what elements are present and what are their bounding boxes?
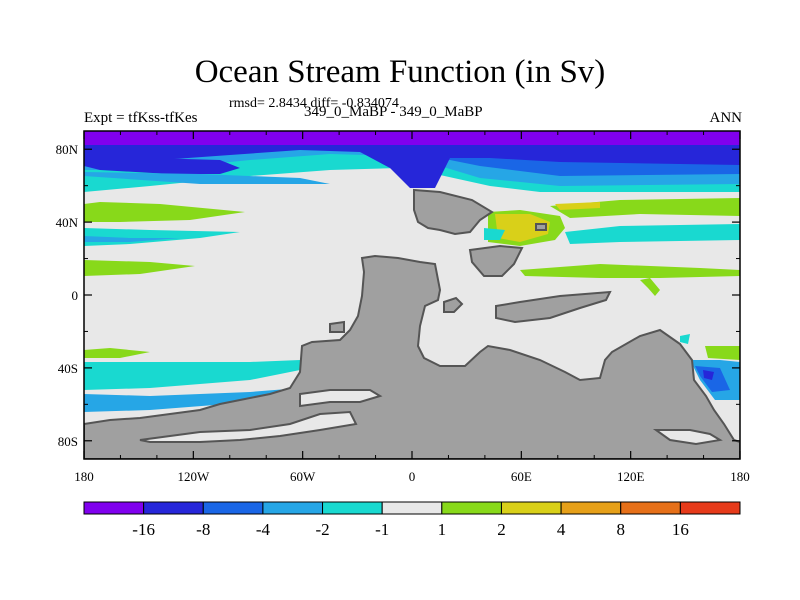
land-island-2 — [535, 223, 547, 231]
band-south-green — [84, 348, 150, 358]
colorbar-swatch — [381, 501, 443, 515]
x-tick-label: 60W — [290, 469, 316, 484]
x-tick-label: 180 — [74, 469, 94, 484]
inner-water — [139, 389, 723, 446]
colorbar: -16 -8 -4 -2 -1 1 2 4 8 16 — [83, 501, 741, 539]
colorbar-swatch — [560, 501, 622, 515]
y-tick-label: 40S — [58, 361, 78, 376]
colorbar-swatch — [143, 501, 204, 515]
land-main-continent — [84, 254, 740, 459]
band-north-darkblue — [84, 138, 740, 188]
x-tick-label: 120W — [177, 469, 210, 484]
band-south-cyan — [84, 360, 300, 390]
colorbar-swatch — [202, 501, 264, 515]
y-tick-label: 80N — [56, 142, 79, 157]
band-east-yellow-2 — [555, 202, 600, 210]
x-tick-label: 120E — [617, 469, 645, 484]
band-south-cyan-2 — [680, 334, 690, 344]
chart-title: Ocean Stream Function (in Sv) — [194, 54, 606, 90]
colorbar-swatch — [83, 501, 145, 515]
x-tick-label: 60E — [511, 469, 532, 484]
colorbar-label: 4 — [557, 520, 566, 539]
band-north-darkblue-2 — [84, 158, 240, 174]
colorbar-swatch — [322, 501, 383, 515]
band-south-lightblue — [84, 388, 300, 412]
band-east-cyan-2 — [565, 224, 740, 244]
band-west-green-2 — [84, 260, 195, 276]
x-axis-ticks: 180 120W 60W 0 60E 120E 180 — [74, 131, 750, 484]
colorbar-label: -1 — [375, 520, 389, 539]
land-north-continent — [413, 188, 494, 236]
colorbar-label: 2 — [497, 520, 506, 539]
case-label: 349_0_MaBP - 349_0_MaBP — [304, 104, 483, 120]
x-tick-label: 0 — [409, 469, 416, 484]
y-tick-label: 80S — [58, 434, 78, 449]
colorbar-swatch — [441, 501, 502, 515]
colorbar-label: 8 — [616, 520, 625, 539]
colorbar-label: 1 — [438, 520, 447, 539]
colorbar-label: -16 — [132, 520, 155, 539]
land-masses — [84, 188, 740, 459]
map-field — [84, 131, 740, 459]
land-east-peninsula — [495, 290, 612, 324]
inner-sea-south — [299, 389, 383, 408]
colorbar-swatch — [500, 501, 562, 515]
inner-sea-east — [652, 429, 723, 446]
stats-label: rmsd= 2.8434 diff= -0.834074 — [229, 96, 399, 111]
colorbar-label: 16 — [672, 520, 689, 539]
band-north-lightblue-2 — [84, 172, 330, 184]
y-tick-label: 40N — [56, 215, 79, 230]
land-small-island-1 — [443, 296, 464, 313]
colorbar-swatch — [620, 501, 681, 515]
band-east-green-4 — [640, 278, 660, 296]
colorbar-label: -2 — [315, 520, 329, 539]
colorbar-swatch — [262, 501, 324, 515]
band-west-green-1 — [84, 202, 245, 222]
y-tick-label: 0 — [72, 288, 79, 303]
band-south-green-2 — [705, 346, 740, 360]
band-west-lightblue-1 — [84, 236, 180, 242]
band-south-darkblue — [703, 370, 714, 380]
x-tick-label: 180 — [730, 469, 750, 484]
band-east-yellow-1 — [495, 214, 550, 242]
band-east-green-3 — [520, 264, 740, 278]
land-west-islands — [329, 320, 345, 333]
colorbar-swatch — [679, 501, 741, 515]
experiment-label: Expt = tfKss-tfKes — [84, 110, 198, 126]
band-east-cyan-1 — [484, 228, 505, 240]
colorbar-label: -4 — [256, 520, 271, 539]
y-axis-ticks: 80N 40N 0 40S 80S — [56, 142, 740, 449]
colorbar-label: -8 — [196, 520, 210, 539]
land-island-1 — [468, 244, 524, 277]
inner-sea-west — [139, 410, 358, 443]
season-label: ANN — [709, 110, 743, 126]
